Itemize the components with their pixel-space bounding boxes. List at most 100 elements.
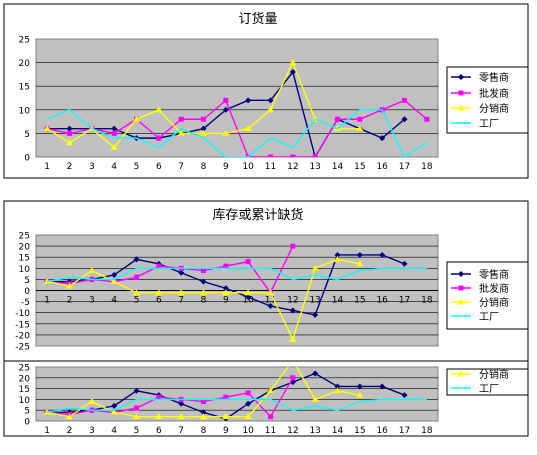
legend-wholesaler-point (458, 285, 464, 291)
legend-retailer-label: 零售商 (479, 71, 509, 84)
series-distributor-point (88, 398, 96, 405)
series-retailer-point (178, 269, 185, 276)
series-distributor-point (334, 387, 341, 394)
y-tick-label: -15 (15, 320, 30, 330)
series-wholesaler-point (201, 399, 206, 405)
x-tick-label: 7 (178, 162, 184, 172)
series-distributor-point (289, 335, 297, 342)
x-tick-label: 18 (421, 162, 433, 172)
series-retailer-point (401, 260, 408, 267)
y-tick-label: -5 (21, 298, 30, 308)
series-wholesaler-point (201, 116, 206, 122)
y-tick-label: 15 (19, 83, 30, 93)
series-wholesaler-point (268, 414, 273, 420)
series-distributor-point (311, 264, 319, 271)
y-tick-label: 25 (19, 232, 30, 242)
series-distributor-point (222, 289, 230, 296)
x-tick-label: 9 (223, 296, 229, 306)
y-tick-label: 5 (24, 407, 30, 417)
y-tick-label: 15 (19, 385, 30, 395)
series-retailer-point (133, 256, 140, 263)
series-distributor-point (356, 260, 364, 267)
x-tick-label: 8 (201, 296, 207, 306)
x-tick-label: 10 (242, 426, 254, 436)
legend-distributor-point (457, 370, 465, 377)
series-retailer-point (401, 392, 408, 399)
plot-area (35, 366, 439, 422)
x-tick-label: 3 (89, 162, 95, 172)
x-tick-label: 13 (309, 162, 320, 172)
x-tick-label: 13 (309, 426, 320, 436)
x-tick-label: 2 (67, 296, 73, 306)
series-distributor-point (244, 125, 252, 132)
series-retailer-point (111, 125, 118, 132)
legend-retailer-point (458, 74, 464, 80)
x-tick-label: 14 (332, 296, 344, 306)
series-wholesaler-point (424, 116, 430, 122)
series-retailer-point (379, 135, 386, 142)
series-wholesaler-point (402, 97, 407, 103)
series-retailer-point (356, 383, 363, 390)
y-tick-label: 0 (24, 418, 30, 428)
series-distributor-point (356, 391, 364, 398)
x-tick-label: 15 (354, 296, 365, 306)
y-tick-label: 10 (19, 396, 31, 406)
x-tick-label: 13 (309, 296, 320, 306)
series-retailer-point (245, 400, 252, 407)
series-wholesaler-line (47, 99, 428, 157)
x-tick-label: 4 (111, 162, 117, 172)
x-tick-label: 5 (134, 426, 140, 436)
series-distributor-point (222, 129, 230, 136)
legend-distributor-label: 分销商 (479, 296, 509, 309)
y-tick-label: 15 (19, 254, 30, 264)
x-tick-label: 16 (376, 162, 388, 172)
x-tick-label: 14 (332, 426, 344, 436)
series-distributor-point (356, 125, 364, 132)
x-tick-label: 14 (332, 162, 344, 172)
y-tick-label: 10 (19, 265, 31, 275)
series-wholesaler-point (245, 259, 251, 265)
x-tick-label: 3 (89, 296, 95, 306)
series-distributor-point (66, 413, 73, 420)
x-tick-label: 18 (421, 296, 433, 306)
series-distributor-point (43, 125, 51, 132)
legend-wholesaler-label: 批发商 (479, 282, 509, 295)
y-tick-label: 20 (19, 374, 31, 384)
x-tick-label: 3 (89, 426, 95, 436)
legend-distributor-label: 分销商 (479, 102, 509, 115)
chart-title: 库存或累计缺货 (212, 207, 303, 223)
series-retailer-point (200, 409, 207, 416)
series-distributor-point (110, 144, 118, 151)
x-tick-label: 2 (67, 162, 73, 172)
x-tick-label: 7 (178, 426, 184, 436)
x-tick-label: 16 (376, 296, 388, 306)
x-tick-label: 5 (134, 162, 140, 172)
chart-title: 订货量 (238, 11, 277, 27)
series-wholesaler-point (290, 243, 296, 249)
y-tick-label: 5 (24, 276, 30, 286)
series-distributor-point (222, 413, 230, 420)
legend-wholesaler-point (458, 90, 464, 96)
series-distributor-point (110, 278, 118, 285)
series-retailer-point (289, 307, 296, 314)
series-retailer-point (334, 251, 341, 258)
series-retailer-point (245, 97, 252, 104)
legend-factory-label: 工厂 (479, 384, 499, 395)
legend-distributor-point (457, 298, 465, 305)
series-retailer-point (312, 311, 319, 318)
series-distributor-point (110, 408, 118, 415)
series-factory-line (47, 267, 427, 283)
series-wholesaler-point (245, 390, 251, 396)
series-retailer-point (222, 106, 229, 113)
x-tick-label: 1 (44, 162, 50, 172)
y-tick-label: -10 (15, 309, 30, 319)
series-retailer-point (200, 278, 207, 285)
x-tick-label: 8 (201, 426, 207, 436)
x-tick-label: 4 (111, 426, 117, 436)
x-tick-label: 17 (399, 296, 410, 306)
series-distributor-point (133, 115, 140, 122)
series-retailer-point (66, 125, 73, 132)
series-distributor-point (88, 267, 96, 274)
legend-distributor-label: 分销商 (479, 368, 509, 381)
